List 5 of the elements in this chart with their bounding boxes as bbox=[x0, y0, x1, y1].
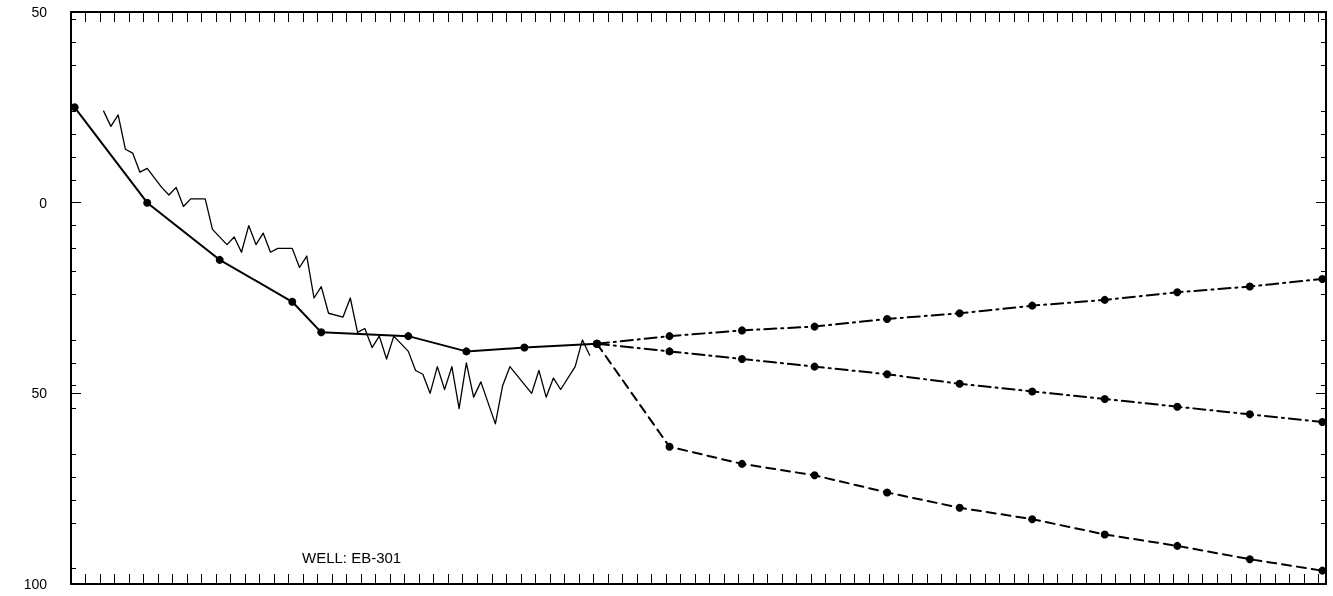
y-tick-label: 0 bbox=[39, 194, 48, 211]
y-tick-label: 50 bbox=[31, 4, 48, 20]
y-tick-label: 50 bbox=[31, 385, 48, 402]
annotation: WELL: EB-301 bbox=[302, 549, 402, 566]
y-tick-label: 100 bbox=[23, 576, 48, 592]
